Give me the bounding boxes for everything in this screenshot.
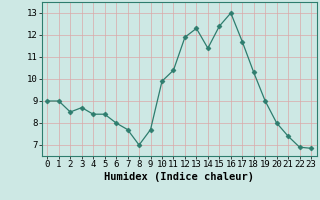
X-axis label: Humidex (Indice chaleur): Humidex (Indice chaleur)	[104, 172, 254, 182]
